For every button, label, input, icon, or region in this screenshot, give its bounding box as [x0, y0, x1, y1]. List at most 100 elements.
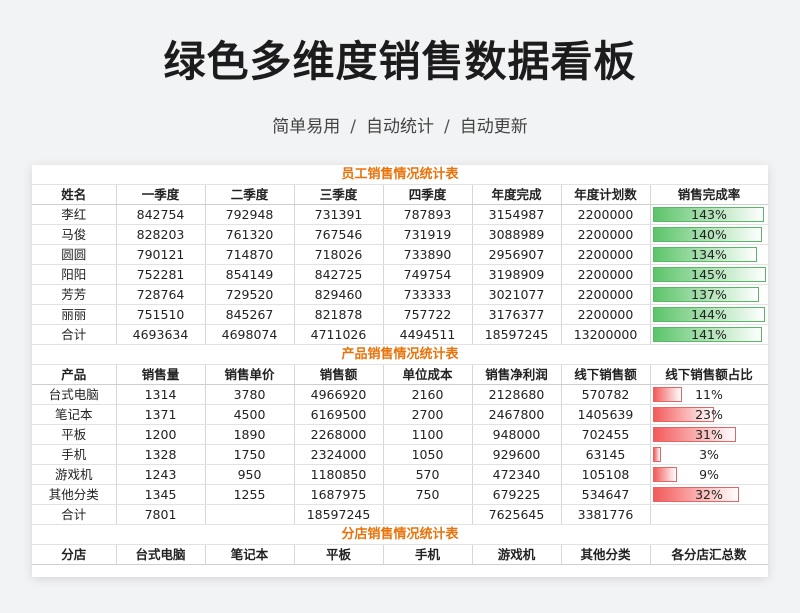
- table-cell: 821878: [294, 304, 384, 325]
- table-row: 芳芳 728764 729520 829460 733333 3021077 2200000…: [32, 284, 768, 305]
- table-cell: 1314: [116, 384, 206, 405]
- table-cell: 4966920: [294, 384, 384, 405]
- table-cell: 3780: [205, 384, 295, 405]
- rate-bar-track: 140%: [652, 226, 766, 243]
- rate-label: 9%: [699, 467, 719, 482]
- table-cell: 3381776: [561, 504, 651, 525]
- rate-bar-track: 3%: [652, 446, 766, 463]
- table-cell: 1750: [205, 444, 295, 465]
- table-cell: 929600: [472, 444, 562, 465]
- rate-bar: [652, 307, 765, 322]
- table-cell: 1050: [383, 444, 473, 465]
- rate-bar: [652, 467, 677, 482]
- column-header: 四季度: [383, 184, 473, 205]
- table-row: 手机 1328 1750 2324000 1050 929600 63145 3%: [32, 444, 768, 465]
- table-cell: 731391: [294, 204, 384, 225]
- table-cell: 6169500: [294, 404, 384, 425]
- column-header: 各分店汇总数: [650, 544, 768, 565]
- rate-label: 3%: [699, 447, 719, 462]
- rate-cell: 144%: [650, 304, 768, 325]
- rate-bar: [652, 247, 757, 262]
- table-cell: 圆圆: [32, 244, 117, 265]
- table-cell: 2324000: [294, 444, 384, 465]
- table-cell: 2200000: [561, 284, 651, 305]
- column-header: 台式电脑: [116, 544, 206, 565]
- rate-bar-track: 31%: [652, 426, 766, 443]
- table-cell: 733890: [383, 244, 473, 265]
- rate-cell: 32%: [650, 484, 768, 505]
- rate-label: 140%: [691, 227, 727, 242]
- rate-bar-track: 32%: [652, 486, 766, 503]
- table-cell: 842725: [294, 264, 384, 285]
- table-cell: 472340: [472, 464, 562, 485]
- table-cell: 845267: [205, 304, 295, 325]
- table-cell: 台式电脑: [32, 384, 117, 405]
- table-cell: 其他分类: [32, 484, 117, 505]
- table-cell: 1687975: [294, 484, 384, 505]
- column-header: 销售额: [294, 364, 384, 385]
- column-header: 手机: [383, 544, 473, 565]
- rate-bar: [652, 207, 764, 222]
- column-header: 笔记本: [205, 544, 295, 565]
- table-cell: 728764: [116, 284, 206, 305]
- table-cell: 2160: [383, 384, 473, 405]
- table-cell: 733333: [383, 284, 473, 305]
- table-cell: 笔记本: [32, 404, 117, 425]
- table-cell: 2200000: [561, 204, 651, 225]
- product-table-header-row: 产品 销售量 销售单价 销售额 单位成本 销售净利润 线下销售额 线下销售额占比: [32, 364, 768, 385]
- rate-bar: [652, 287, 760, 302]
- table-cell: [383, 504, 473, 525]
- column-header: 二季度: [205, 184, 295, 205]
- rate-bar-track: 141%: [652, 326, 766, 343]
- rate-bar-track: 11%: [652, 386, 766, 403]
- rate-bar-track: 23%: [652, 406, 766, 423]
- table-row: 游戏机 1243 950 1180850 570 472340 105108 9%: [32, 464, 768, 485]
- table-cell: 702455: [561, 424, 651, 445]
- column-header: 销售净利润: [472, 364, 562, 385]
- rate-bar: [652, 227, 762, 242]
- table-cell: 828203: [116, 224, 206, 245]
- sales-grid: 员工销售情况统计表 姓名 一季度 二季度 三季度 四季度 年度完成 年度计划数 销售完成率 李红…: [32, 165, 768, 565]
- column-header: 平板: [294, 544, 384, 565]
- rate-bar-track: 145%: [652, 266, 766, 283]
- table-cell: 749754: [383, 264, 473, 285]
- table-cell: 534647: [561, 484, 651, 505]
- table-cell: 7801: [116, 504, 206, 525]
- rate-bar: [652, 407, 715, 422]
- table-cell: 4693634: [116, 324, 206, 345]
- table-cell: 1328: [116, 444, 206, 465]
- table-cell: 1890: [205, 424, 295, 445]
- table-cell: 787893: [383, 204, 473, 225]
- table-cell: 1405639: [561, 404, 651, 425]
- table-cell: 芳芳: [32, 284, 117, 305]
- table-cell: 李红: [32, 204, 117, 225]
- rate-cell: 11%: [650, 384, 768, 405]
- table-cell: 829460: [294, 284, 384, 305]
- column-header: 产品: [32, 364, 117, 385]
- table-row: 其他分类 1345 1255 1687975 750 679225 534647 32%: [32, 484, 768, 505]
- table-cell: [205, 504, 295, 525]
- rate-label: 141%: [691, 327, 727, 342]
- rate-cell: 145%: [650, 264, 768, 285]
- table-cell: 合计: [32, 324, 117, 345]
- table-cell: 950: [205, 464, 295, 485]
- table-row: 台式电脑 1314 3780 4966920 2160 2128680 570782 11%: [32, 384, 768, 405]
- table-cell: 714870: [205, 244, 295, 265]
- table-cell: 4711026: [294, 324, 384, 345]
- rate-bar: [652, 327, 763, 342]
- table-cell: 718026: [294, 244, 384, 265]
- table-cell: 4500: [205, 404, 295, 425]
- rate-label: 11%: [695, 387, 723, 402]
- rate-label: 31%: [695, 427, 723, 442]
- table-cell: 63145: [561, 444, 651, 465]
- table-row: 笔记本 1371 4500 6169500 2700 2467800 1405639 23%: [32, 404, 768, 425]
- rate-cell: 9%: [650, 464, 768, 485]
- subtitle-item-auto-stats: 自动统计: [366, 117, 434, 137]
- column-header: 年度完成: [472, 184, 562, 205]
- table-cell: 105108: [561, 464, 651, 485]
- store-table-header-row: 分店 台式电脑 笔记本 平板 手机 游戏机 其他分类 各分店汇总数: [32, 544, 768, 565]
- table-cell: 2200000: [561, 304, 651, 325]
- table-cell: 阳阳: [32, 264, 117, 285]
- column-header: 线下销售额占比: [650, 364, 768, 385]
- table-cell: 2200000: [561, 244, 651, 265]
